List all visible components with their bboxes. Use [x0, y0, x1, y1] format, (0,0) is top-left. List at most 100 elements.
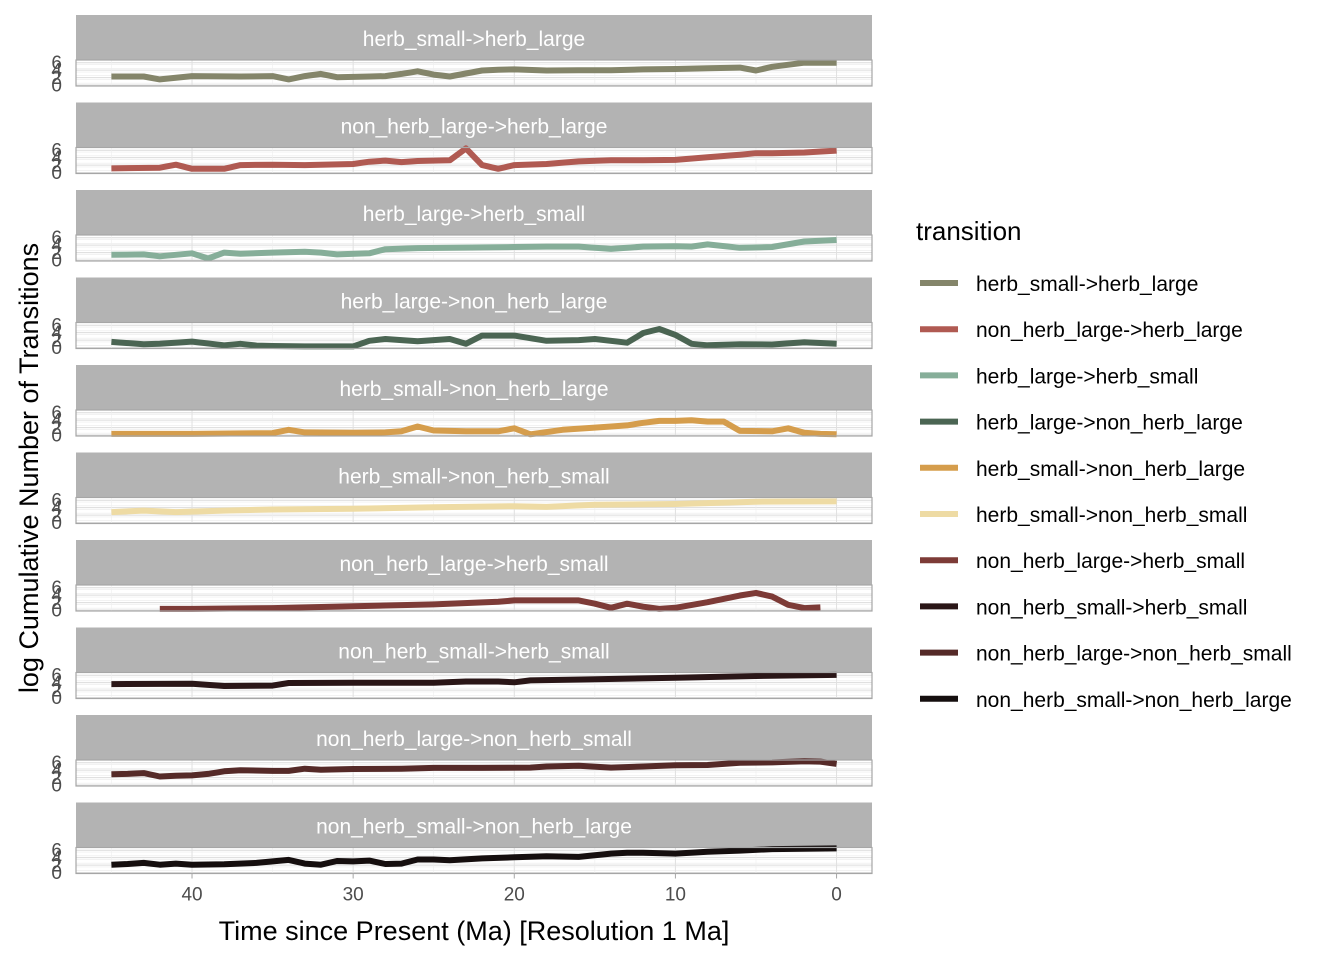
panel-border — [75, 59, 873, 87]
series-line — [111, 845, 837, 868]
panel-border — [75, 146, 873, 175]
y-tick-label: 4 — [51, 236, 62, 257]
legend-label: non_herb_large->herb_small — [976, 550, 1245, 573]
y-tick-label: 2 — [51, 331, 62, 352]
y-tick-label: 0 — [51, 251, 62, 272]
x-tick-label: 20 — [504, 885, 525, 906]
legend-title: transition — [916, 216, 1022, 246]
y-tick-label: 2 — [51, 156, 62, 177]
y-tick-label: 6 — [51, 141, 62, 162]
x-tick-label: 40 — [181, 885, 202, 906]
y-tick-label: 4 — [51, 323, 62, 344]
facet-strip-label: herb_small->non_herb_small — [338, 466, 609, 489]
facet-strip-label: herb_small->non_herb_large — [339, 378, 608, 401]
y-tick-label: 2 — [51, 768, 62, 789]
y-tick-label: 4 — [51, 848, 62, 869]
series-line — [111, 758, 838, 780]
facet-strip-label: non_herb_small->herb_small — [338, 641, 609, 664]
facet-strip — [76, 102, 872, 148]
y-tick-label: 0 — [51, 513, 62, 534]
y-tick-label: 0 — [51, 76, 62, 97]
y-tick-label: 6 — [51, 316, 62, 337]
facet-strip-label: non_herb_small->non_herb_large — [316, 816, 632, 839]
series-line — [111, 59, 837, 83]
facet-strip — [76, 190, 872, 235]
legend-label: non_herb_small->non_herb_large — [976, 689, 1292, 712]
y-tick-label: 4 — [51, 411, 62, 432]
panel-border — [75, 671, 873, 700]
y-tick-label: 2 — [51, 243, 62, 264]
series-line — [111, 326, 837, 350]
y-tick-label: 0 — [51, 426, 62, 447]
y-tick-label: 0 — [51, 338, 62, 359]
y-tick-label: 2 — [51, 681, 62, 702]
y-tick-label: 6 — [51, 53, 62, 74]
facet-strip-label: non_herb_large->herb_small — [339, 553, 608, 576]
facet-strip-label: herb_small->herb_large — [363, 28, 585, 51]
y-tick-label: 4 — [51, 148, 62, 169]
legend-label: herb_large->herb_small — [976, 365, 1198, 388]
facet-strip — [76, 627, 872, 673]
series-line — [111, 417, 837, 438]
y-tick-label: 4 — [51, 673, 62, 694]
y-tick-label: 6 — [51, 228, 62, 249]
y-tick-label: 6 — [51, 578, 62, 599]
panel-border — [75, 759, 873, 787]
y-tick-label: 2 — [51, 593, 62, 614]
panel-border — [75, 234, 873, 262]
facet-strip — [76, 802, 872, 848]
y-tick-label: 2 — [51, 68, 62, 89]
legend-label: herb_large->non_herb_large — [976, 412, 1243, 435]
x-tick-label: 10 — [665, 885, 686, 906]
facet-strip — [76, 540, 872, 585]
y-tick-label: 6 — [51, 403, 62, 424]
y-tick-label: 0 — [51, 601, 62, 622]
facet-strip — [76, 365, 872, 410]
y-tick-label: 4 — [51, 61, 62, 82]
y-tick-label: 4 — [51, 761, 62, 782]
panel-border — [75, 584, 873, 612]
series-line — [159, 589, 821, 612]
facet-strip-label: non_herb_large->herb_large — [341, 116, 608, 139]
y-tick-label: 6 — [51, 491, 62, 512]
facet-strip-label: herb_large->non_herb_large — [341, 291, 608, 314]
y-tick-label: 0 — [51, 776, 62, 797]
panel-border — [75, 496, 873, 525]
y-tick-label: 6 — [51, 753, 62, 774]
legend-label: non_herb_large->non_herb_small — [976, 643, 1292, 666]
legend-label: herb_small->herb_large — [976, 273, 1198, 296]
facet-strip — [76, 15, 872, 60]
x-tick-label: 30 — [343, 885, 364, 906]
legend-label: non_herb_large->herb_large — [976, 319, 1243, 342]
x-axis-title: Time since Present (Ma) [Resolution 1 Ma… — [219, 916, 730, 946]
series-line — [111, 145, 837, 172]
y-tick-label: 0 — [51, 863, 62, 884]
legend-label: non_herb_small->herb_small — [976, 596, 1247, 619]
panel-border — [75, 409, 873, 437]
facet-strip — [76, 277, 872, 323]
y-tick-label: 4 — [51, 586, 62, 607]
y-tick-label: 2 — [51, 506, 62, 527]
series-line — [111, 237, 837, 262]
y-tick-label: 6 — [51, 841, 62, 862]
series-line — [111, 671, 837, 689]
y-tick-label: 6 — [51, 666, 62, 687]
series-line — [111, 498, 837, 516]
y-tick-label: 4 — [51, 498, 62, 519]
y-tick-label: 0 — [51, 688, 62, 709]
facet-strip — [76, 715, 872, 760]
y-tick-label: 0 — [51, 163, 62, 184]
y-axis-title: log Cumulative Number of Transitions — [14, 243, 44, 693]
y-tick-label: 2 — [51, 856, 62, 877]
panel-border — [75, 321, 873, 350]
